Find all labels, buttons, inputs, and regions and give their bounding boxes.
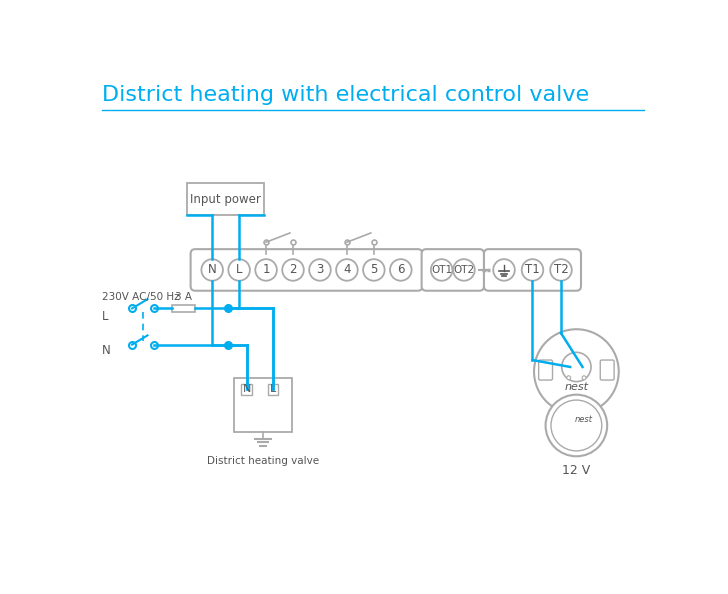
Text: 2: 2 — [289, 264, 297, 276]
Text: 3: 3 — [316, 264, 324, 276]
FancyBboxPatch shape — [242, 384, 252, 394]
Text: 1: 1 — [262, 264, 270, 276]
Text: N: N — [242, 384, 251, 394]
Circle shape — [550, 259, 571, 281]
Circle shape — [309, 259, 331, 281]
FancyBboxPatch shape — [539, 360, 553, 380]
Circle shape — [522, 259, 543, 281]
Text: 4: 4 — [343, 264, 351, 276]
Text: Input power: Input power — [190, 192, 261, 206]
Circle shape — [336, 259, 357, 281]
FancyBboxPatch shape — [234, 378, 292, 432]
Text: 6: 6 — [397, 264, 405, 276]
Circle shape — [282, 259, 304, 281]
Text: N: N — [102, 343, 111, 356]
Text: District heating with electrical control valve: District heating with electrical control… — [102, 85, 589, 105]
Text: OT1: OT1 — [431, 265, 452, 275]
Circle shape — [229, 259, 250, 281]
Text: 3 A: 3 A — [175, 292, 192, 302]
Text: District heating valve: District heating valve — [207, 456, 319, 466]
Circle shape — [431, 259, 452, 281]
Circle shape — [202, 259, 223, 281]
Text: nest: nest — [564, 382, 588, 392]
Circle shape — [494, 259, 515, 281]
FancyBboxPatch shape — [484, 249, 581, 290]
Text: T1: T1 — [525, 264, 540, 276]
FancyBboxPatch shape — [422, 249, 484, 290]
FancyBboxPatch shape — [191, 249, 422, 290]
Text: L: L — [102, 309, 108, 323]
FancyBboxPatch shape — [187, 183, 264, 215]
Circle shape — [256, 259, 277, 281]
Text: OT2: OT2 — [454, 265, 475, 275]
Circle shape — [551, 400, 602, 451]
FancyBboxPatch shape — [172, 305, 195, 312]
Circle shape — [534, 329, 619, 414]
Circle shape — [582, 376, 586, 380]
FancyBboxPatch shape — [268, 384, 278, 394]
FancyBboxPatch shape — [601, 360, 614, 380]
Text: N: N — [207, 264, 216, 276]
Text: nest: nest — [575, 415, 593, 424]
Circle shape — [390, 259, 411, 281]
Text: L: L — [270, 384, 276, 394]
Text: 230V AC/50 Hz: 230V AC/50 Hz — [102, 292, 180, 302]
Text: L: L — [236, 264, 242, 276]
Circle shape — [567, 376, 571, 380]
Circle shape — [453, 259, 475, 281]
Text: 5: 5 — [370, 264, 378, 276]
Text: 12 V: 12 V — [562, 464, 590, 477]
Circle shape — [562, 352, 591, 381]
Text: T2: T2 — [553, 264, 569, 276]
Circle shape — [363, 259, 384, 281]
Circle shape — [545, 394, 607, 456]
